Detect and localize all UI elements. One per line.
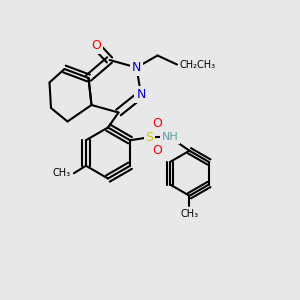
Text: CH₃: CH₃ [180,209,199,219]
Text: CH₃: CH₃ [52,168,70,178]
Text: O: O [152,144,162,157]
Text: N: N [136,88,146,101]
Text: O: O [152,117,162,130]
Text: O: O [91,39,101,52]
Text: N: N [132,61,141,74]
Text: NH: NH [162,132,178,142]
Text: S: S [146,131,154,144]
Text: CH₂CH₃: CH₂CH₃ [180,59,216,70]
